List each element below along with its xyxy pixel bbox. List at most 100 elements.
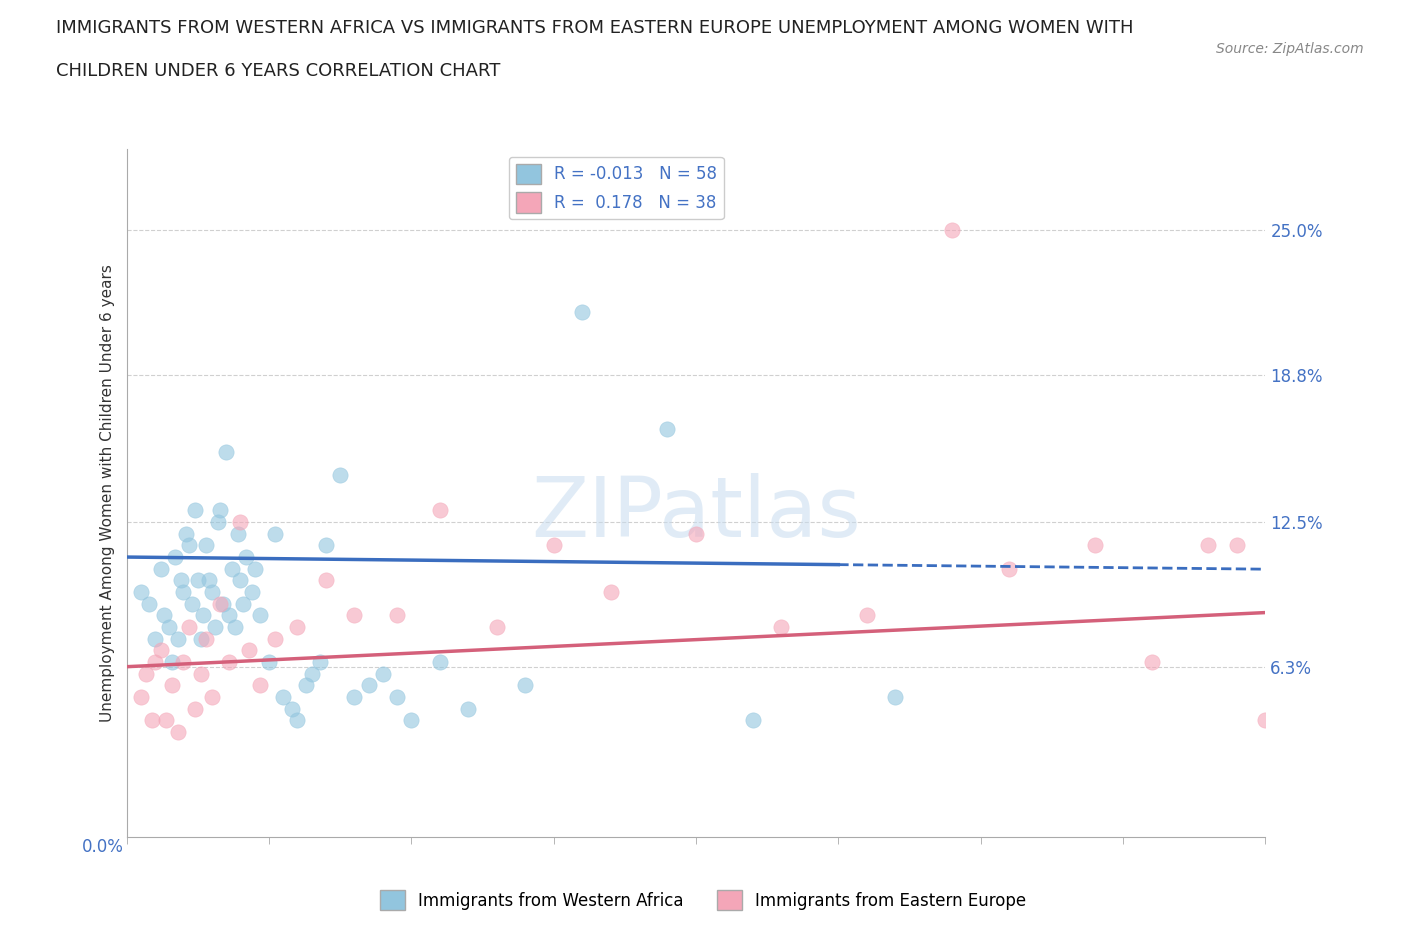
- Point: [160, 655, 183, 670]
- Point: [195, 538, 218, 552]
- Point: [998, 562, 1021, 577]
- Point: [287, 619, 309, 634]
- Point: [385, 608, 408, 623]
- Point: [371, 666, 394, 681]
- Point: [149, 562, 172, 577]
- Legend: Immigrants from Western Africa, Immigrants from Eastern Europe: Immigrants from Western Africa, Immigran…: [373, 884, 1033, 917]
- Point: [263, 631, 285, 646]
- Point: [257, 655, 280, 670]
- Point: [401, 713, 423, 728]
- Point: [163, 550, 186, 565]
- Point: [201, 585, 224, 600]
- Point: [160, 678, 183, 693]
- Point: [429, 655, 451, 670]
- Point: [685, 526, 707, 541]
- Legend: R = -0.013   N = 58, R =  0.178   N = 38: R = -0.013 N = 58, R = 0.178 N = 38: [509, 157, 724, 219]
- Point: [172, 655, 194, 670]
- Point: [169, 573, 191, 588]
- Point: [235, 550, 257, 565]
- Point: [343, 689, 366, 704]
- Text: ZIPatlas: ZIPatlas: [531, 473, 860, 554]
- Point: [240, 585, 263, 600]
- Point: [232, 596, 254, 611]
- Point: [280, 701, 302, 716]
- Point: [385, 689, 408, 704]
- Point: [301, 666, 323, 681]
- Point: [357, 678, 380, 693]
- Point: [571, 305, 593, 320]
- Point: [215, 445, 238, 459]
- Point: [855, 608, 877, 623]
- Point: [884, 689, 907, 704]
- Point: [1084, 538, 1107, 552]
- Point: [271, 689, 294, 704]
- Point: [221, 562, 243, 577]
- Point: [129, 689, 152, 704]
- Point: [212, 596, 235, 611]
- Text: IMMIGRANTS FROM WESTERN AFRICA VS IMMIGRANTS FROM EASTERN EUROPE UNEMPLOYMENT AM: IMMIGRANTS FROM WESTERN AFRICA VS IMMIGR…: [56, 19, 1133, 36]
- Point: [195, 631, 218, 646]
- Point: [190, 631, 212, 646]
- Point: [1254, 713, 1277, 728]
- Point: [485, 619, 508, 634]
- Point: [742, 713, 765, 728]
- Point: [172, 585, 194, 600]
- Point: [209, 503, 232, 518]
- Point: [190, 666, 212, 681]
- Point: [143, 655, 166, 670]
- Point: [157, 619, 180, 634]
- Point: [429, 503, 451, 518]
- Point: [941, 223, 963, 238]
- Text: 0.0%: 0.0%: [82, 838, 124, 857]
- Point: [315, 573, 337, 588]
- Point: [138, 596, 160, 611]
- Point: [1140, 655, 1163, 670]
- Point: [181, 596, 204, 611]
- Point: [166, 724, 188, 739]
- Point: [343, 608, 366, 623]
- Point: [243, 562, 266, 577]
- Point: [193, 608, 215, 623]
- Point: [218, 608, 240, 623]
- Point: [515, 678, 537, 693]
- Point: [143, 631, 166, 646]
- Point: [249, 678, 271, 693]
- Point: [315, 538, 337, 552]
- Point: [209, 596, 232, 611]
- Point: [187, 573, 209, 588]
- Point: [201, 689, 224, 704]
- Point: [166, 631, 188, 646]
- Point: [329, 468, 352, 483]
- Point: [207, 514, 229, 529]
- Point: [179, 619, 201, 634]
- Point: [543, 538, 565, 552]
- Point: [184, 503, 207, 518]
- Point: [599, 585, 621, 600]
- Point: [457, 701, 479, 716]
- Point: [238, 643, 260, 658]
- Point: [184, 701, 207, 716]
- Y-axis label: Unemployment Among Women with Children Under 6 years: Unemployment Among Women with Children U…: [100, 264, 115, 722]
- Point: [226, 526, 249, 541]
- Point: [1226, 538, 1249, 552]
- Point: [198, 573, 221, 588]
- Point: [295, 678, 318, 693]
- Point: [249, 608, 271, 623]
- Point: [229, 573, 252, 588]
- Point: [287, 713, 309, 728]
- Point: [141, 713, 163, 728]
- Point: [218, 655, 240, 670]
- Point: [1198, 538, 1220, 552]
- Point: [152, 608, 174, 623]
- Point: [179, 538, 201, 552]
- Point: [176, 526, 198, 541]
- Point: [155, 713, 177, 728]
- Point: [229, 514, 252, 529]
- Point: [770, 619, 793, 634]
- Point: [657, 421, 679, 436]
- Text: Source: ZipAtlas.com: Source: ZipAtlas.com: [1216, 42, 1364, 56]
- Point: [263, 526, 285, 541]
- Point: [149, 643, 172, 658]
- Point: [204, 619, 226, 634]
- Text: CHILDREN UNDER 6 YEARS CORRELATION CHART: CHILDREN UNDER 6 YEARS CORRELATION CHART: [56, 62, 501, 80]
